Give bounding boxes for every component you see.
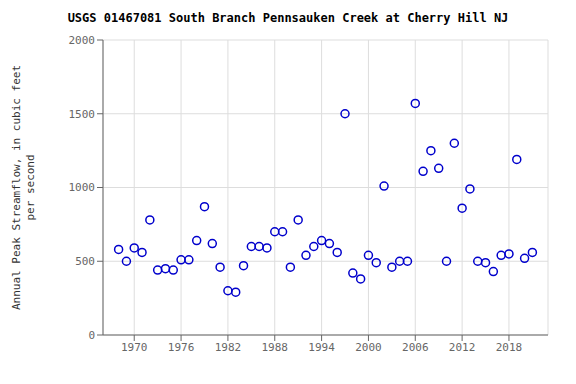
svg-text:1970: 1970 [121,341,148,354]
svg-text:1994: 1994 [308,341,335,354]
svg-text:2000: 2000 [69,34,96,47]
svg-text:1988: 1988 [262,341,289,354]
svg-text:2000: 2000 [355,341,382,354]
svg-text:1976: 1976 [168,341,195,354]
html-text:USGS 01467081 South Branch Pen: USGS 01467081 South Branch Pennsauken Cr… [67,11,509,25]
svg-text:500: 500 [75,255,95,268]
svg-text:Annual Peak Streamflow, in cub: Annual Peak Streamflow, in cubic feetper… [10,65,36,310]
svg-text:2018: 2018 [496,341,523,354]
svg-text:1000: 1000 [69,181,96,194]
svg-text:0: 0 [88,329,95,342]
svg-text:2006: 2006 [402,341,429,354]
svg-text:2012: 2012 [449,341,476,354]
svg-text:1982: 1982 [215,341,242,354]
svg-text:1500: 1500 [69,108,96,121]
